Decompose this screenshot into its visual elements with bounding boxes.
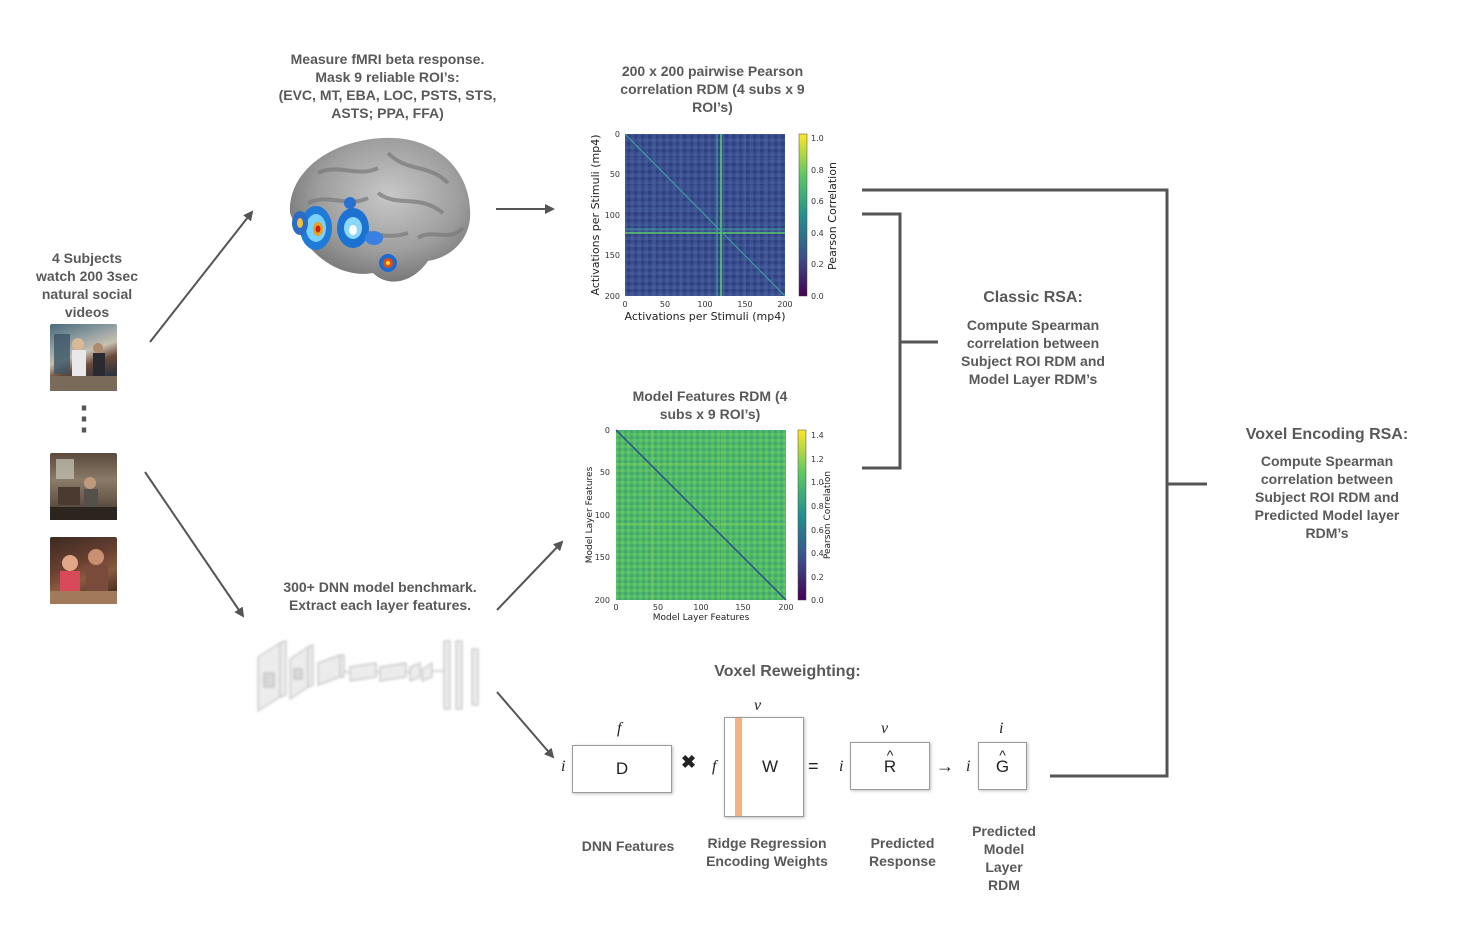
video-thumbnail-family: [50, 537, 117, 604]
roi-xtick-0: 0: [622, 300, 627, 309]
roi-xtick-50: 50: [660, 300, 670, 309]
g-i-dim-top: i: [999, 720, 1004, 737]
dnn-feature-matrix: D: [572, 745, 672, 793]
model-xtick-200: 200: [778, 603, 793, 612]
brain-surface-icon: [289, 137, 471, 282]
caption-predicted-response: Predicted Response: [869, 835, 936, 869]
r-v-dim: v: [881, 720, 889, 737]
roi-cbar-tick-0.0: 0.0: [811, 292, 824, 301]
model-cbar-tick-1.4: 1.4: [811, 431, 824, 440]
arrow-operator: →: [936, 756, 954, 776]
model-cbar-tick-0.2: 0.2: [811, 573, 824, 582]
model-xtick-100: 100: [693, 603, 708, 612]
model-rdm-x-ticks: 0 50 100 150 200: [613, 603, 793, 612]
roi-ytick-0: 0: [615, 130, 620, 139]
model-cbar-tick-1.0: 1.0: [811, 478, 824, 487]
roi-rdm-x-ticks: 0 50 100 150 200: [622, 300, 792, 309]
roi-rdm-xlabel: Activations per Stimuli (mp4): [625, 310, 786, 323]
dnn-architecture-icon: [257, 640, 479, 712]
classic-rsa-title: Classic RSA:: [983, 289, 1083, 306]
classic-rsa-bracket: [862, 212, 902, 470]
weight-column-highlight: [735, 718, 742, 816]
roi-cbar-tick-0.4: 0.4: [811, 229, 824, 238]
roi-rdm-ylabel: Activations per Stimuli (mp4): [589, 135, 602, 296]
caption-predicted-rdm: Predicted Model Layer RDM: [972, 823, 1036, 893]
roi-cbar-tick-1.0: 1.0: [811, 134, 824, 143]
r-i-dim: i: [839, 758, 844, 775]
roi-ytick-100: 100: [605, 211, 620, 220]
times-operator: ✖: [681, 752, 697, 772]
model-rdm-title: Model Features RDM (4 subs x 9 ROI’s): [632, 388, 788, 422]
kitchen-scene-icon: [50, 334, 117, 391]
video-thumbnail-livingroom: [50, 453, 117, 520]
model-rdm-colorbar-label: Pearson Correlation: [823, 471, 833, 559]
voxel-rsa-block: Voxel Encoding RSA: Compute Spearman cor…: [1212, 425, 1442, 542]
w-f-dim: f: [712, 758, 717, 775]
model-rdm-y-ticks: 0 50 100 150 200: [595, 426, 610, 605]
model-xtick-50: 50: [653, 603, 663, 612]
model-cbar-tick-0.8: 0.8: [811, 502, 824, 511]
roi-xtick-150: 150: [737, 300, 752, 309]
model-ytick-0: 0: [605, 426, 610, 435]
model-cbar-tick-0.0: 0.0: [811, 596, 824, 605]
d-f-dim: f: [617, 720, 622, 737]
model-xtick-0: 0: [613, 603, 618, 612]
video-thumbnail-kitchen: [50, 324, 117, 391]
model-rdm-ylabel: Model Layer Features: [585, 466, 595, 563]
roi-xtick-200: 200: [777, 300, 792, 309]
ellipsis: ⋮: [68, 400, 100, 436]
reweight-title: Voxel Reweighting:: [714, 663, 861, 680]
model-rdm-chart: 0 50 100 150 200 0 50 100 150 200 Model …: [585, 426, 833, 623]
roi-ytick-50: 50: [610, 170, 620, 179]
roi-ytick-200: 200: [605, 292, 620, 301]
roi-rdm-y-ticks: 0 50 100 150 200: [605, 130, 620, 301]
model-ytick-150: 150: [595, 553, 610, 562]
model-rdm-colorbar-ticks: 1.4 1.2 1.0 0.8 0.6 0.4 0.2 0.0: [811, 431, 824, 605]
roi-cbar-tick-0.2: 0.2: [811, 260, 824, 269]
model-rdm-xlabel: Model Layer Features: [653, 613, 750, 623]
model-ytick-100: 100: [595, 511, 610, 520]
caption-ridge-weights: Ridge Regression Encoding Weights: [706, 835, 828, 869]
d-i-dim: i: [561, 758, 566, 775]
roi-rdm-colorbar-label: Pearson Correlation: [826, 162, 839, 270]
subjects-label: 4 Subjects watch 200 3sec natural social…: [36, 250, 138, 320]
classic-rsa-block: Classic RSA: Compute Spearman correlatio…: [938, 288, 1128, 388]
roi-rdm-title: 200 x 200 pairwise Pearson correlation R…: [620, 63, 805, 115]
voxel-rsa-title: Voxel Encoding RSA:: [1245, 426, 1409, 443]
arrow-to-dnn: [144, 471, 245, 618]
voxel-rsa-bracket: [862, 188, 1169, 778]
weight-matrix: W: [724, 717, 804, 817]
model-cbar-tick-0.6: 0.6: [811, 526, 824, 535]
roi-cbar-tick-0.6: 0.6: [811, 197, 824, 206]
roi-cbar-tick-0.8: 0.8: [811, 166, 824, 175]
g-i-dim-left: i: [966, 758, 971, 775]
fmri-label: Measure fMRI beta response. Mask 9 relia…: [278, 51, 497, 121]
model-ytick-200: 200: [595, 596, 610, 605]
predicted-response-matrix: ^ R: [850, 742, 930, 790]
w-v-dim: v: [754, 697, 762, 714]
model-rdm-colorbar: [797, 429, 807, 601]
arrow-dnn-to-model-rdm: [496, 540, 564, 611]
arrow-dnn-to-reweight: [496, 691, 555, 759]
roi-rdm-colorbar-ticks: 1.0 0.8 0.6 0.4 0.2 0.0: [811, 134, 824, 301]
family-scene-icon: [50, 549, 117, 604]
roi-ytick-150: 150: [605, 251, 620, 260]
predicted-rdm-matrix: ^ G: [978, 742, 1027, 790]
equals-operator: =: [808, 756, 819, 776]
arrow-to-brain: [149, 210, 254, 343]
model-cbar-tick-1.2: 1.2: [811, 455, 824, 464]
roi-rdm-colorbar: [798, 133, 808, 297]
roi-rdm-chart: 0 50 100 150 200 0 50 100 150 200 Activa…: [589, 130, 839, 323]
model-ytick-50: 50: [600, 468, 610, 477]
model-xtick-150: 150: [735, 603, 750, 612]
livingroom-scene-icon: [50, 459, 117, 520]
caption-dnn-features: DNN Features: [581, 838, 675, 854]
roi-xtick-100: 100: [697, 300, 712, 309]
dnn-label: 300+ DNN model benchmark. Extract each l…: [283, 579, 477, 613]
model-cbar-tick-0.4: 0.4: [811, 549, 824, 558]
